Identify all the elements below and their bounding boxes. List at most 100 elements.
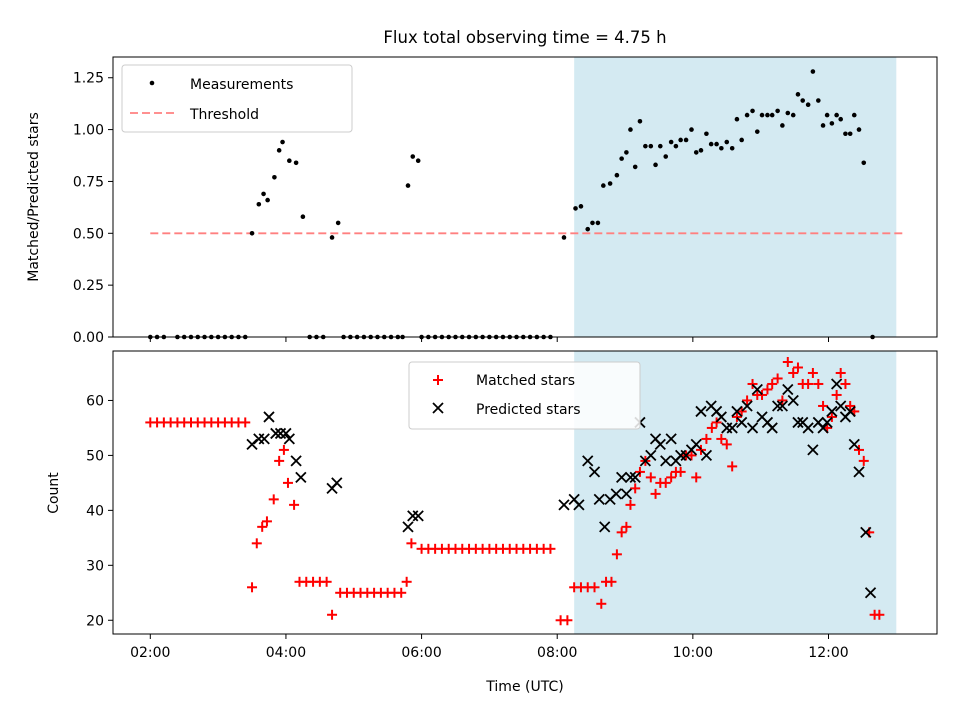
matched-star-point: [645, 472, 656, 483]
measurement-point: [805, 102, 811, 108]
predicted-star-point: [731, 405, 743, 418]
measurement-point: [704, 131, 709, 137]
matched-star-point: [788, 367, 799, 378]
measurement-point: [800, 98, 806, 103]
matched-star-point: [596, 598, 607, 609]
measurement-point: [573, 206, 578, 211]
matched-star-point: [278, 444, 289, 455]
x-tick-label: 10:00: [673, 645, 713, 661]
predicted-star-point: [593, 493, 605, 506]
matched-star-point: [826, 411, 837, 422]
measurement-point: [249, 230, 255, 236]
predicted-star-point: [864, 587, 877, 599]
measurement-point: [834, 112, 839, 118]
predicted-star-point: [776, 400, 789, 412]
y-tick-label: 0.25: [73, 278, 104, 294]
measurement-point: [657, 143, 663, 149]
measurement-point: [765, 112, 770, 118]
matched-star-point: [327, 609, 338, 620]
measurement-point: [851, 112, 857, 118]
measurement-point: [820, 123, 826, 128]
measurement-point: [410, 154, 416, 159]
predicted-star-point: [807, 444, 819, 456]
measurement-point: [843, 131, 848, 137]
matched-star-point: [247, 582, 258, 593]
measurement-point: [632, 164, 638, 170]
top-y-ticks: 0.00 0.25 0.50 0.75 1.00 1.25: [73, 71, 113, 346]
predicted-star-point: [258, 433, 270, 445]
matched-star-point: [803, 378, 814, 389]
matched-star-point: [321, 576, 332, 587]
measurement-point: [293, 160, 299, 166]
legend-measurements-marker: [149, 80, 155, 86]
predicted-star-point: [835, 400, 847, 412]
predicted-star-point: [792, 416, 804, 429]
measurement-point: [585, 226, 591, 232]
y-tick-label: 1.25: [73, 71, 104, 87]
measurement-point: [643, 143, 648, 149]
measurement-point: [628, 127, 633, 132]
predicted-star-point: [830, 378, 843, 390]
measurement-point: [754, 129, 760, 134]
predicted-star-point: [826, 405, 838, 418]
measurement-point: [614, 172, 620, 178]
matched-star-point: [261, 516, 272, 527]
bottom-legend-box: [408, 361, 641, 430]
matched-star-point: [716, 433, 727, 444]
x-tick-label: 12:00: [808, 645, 848, 661]
measurement-point: [739, 137, 744, 143]
measurement-point: [335, 220, 341, 226]
measurement-point: [678, 137, 683, 143]
predicted-star-point: [787, 394, 799, 407]
matched-star-point: [767, 378, 778, 389]
measurement-point: [261, 191, 266, 197]
matched-star-point: [274, 455, 285, 466]
matched-star-point: [282, 477, 293, 488]
matched-star-point: [874, 609, 885, 620]
predicted-star-point: [665, 433, 677, 445]
predicted-star-point: [582, 455, 594, 467]
legend-matched-marker: [433, 375, 443, 385]
predicted-star-point: [599, 521, 611, 533]
measurement-point: [714, 141, 719, 147]
y-tick-label: 40: [86, 503, 104, 519]
bottom-y-ticks: 20 30 40 50 60: [86, 393, 113, 629]
bottom-axes-frame: [112, 350, 938, 635]
matched-star-point: [406, 538, 417, 549]
predicted-star-point: [766, 422, 778, 434]
predicted-star-point: [331, 477, 343, 489]
matched-star-point: [650, 488, 661, 499]
predicted-star-point: [263, 411, 275, 423]
measurement-point: [861, 160, 867, 166]
y-tick-label: 0.50: [73, 226, 104, 242]
predicted-star-point: [624, 471, 637, 484]
matched-star-point: [777, 395, 788, 406]
measurement-point: [724, 139, 730, 145]
measurement-point: [719, 145, 724, 151]
matched-star-point: [606, 576, 617, 587]
legend-matched-label: Matched stars: [476, 373, 575, 389]
matched-star-point: [691, 472, 702, 483]
y-tick-label: 50: [86, 448, 104, 464]
predicted-star-point: [736, 416, 748, 429]
predicted-star-point: [726, 422, 738, 434]
legend-measurements-label: Measurements: [190, 77, 293, 93]
predicted-star-point: [610, 488, 622, 500]
measurement-point: [619, 156, 624, 161]
matched-star-point: [634, 466, 645, 477]
measurement-point: [668, 139, 674, 145]
measurement-point: [276, 148, 282, 153]
measurement-point: [683, 137, 689, 143]
predicted-star-point: [700, 449, 713, 462]
predicted-star-point: [629, 471, 641, 484]
predicted-stars-points: [246, 378, 877, 599]
matched-star-point: [251, 538, 262, 549]
predicted-star-point: [746, 422, 759, 434]
predicted-star-point: [695, 405, 707, 418]
measurement-point: [856, 127, 862, 132]
measurement-point: [607, 181, 613, 186]
measurement-point: [744, 112, 750, 118]
measurement-point: [759, 112, 765, 118]
y-tick-label: 30: [86, 558, 104, 574]
